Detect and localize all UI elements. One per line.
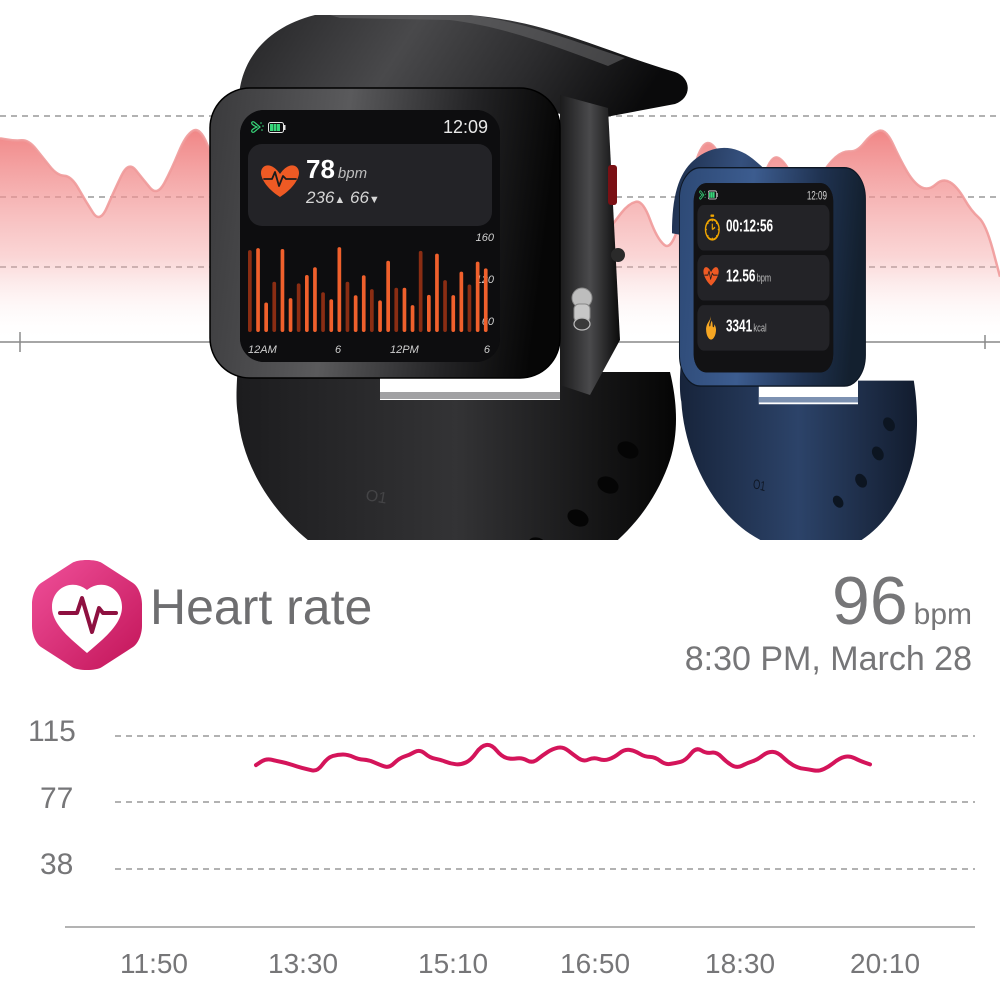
svg-text:O1: O1 [752,476,766,494]
